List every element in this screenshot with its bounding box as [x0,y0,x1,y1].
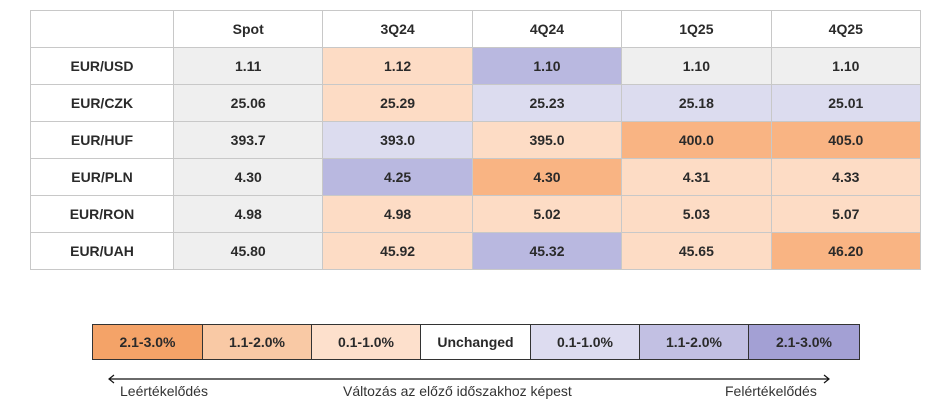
value-cell: 4.30 [471,158,623,196]
value-cell: 4.98 [322,195,473,233]
header-cell-4q25: 4Q25 [770,10,922,48]
value-cell: 45.92 [322,232,473,270]
table-row: EUR/CZK 25.06 25.29 25.23 25.18 25.01 [30,84,922,122]
row-label: EUR/USD [30,47,174,85]
row-label: EUR/UAH [30,232,174,270]
change-caption: Változás az előző időszakhoz képest [343,383,572,399]
row-label: EUR/PLN [30,158,174,196]
legend-item: 0.1-1.0% [312,325,421,359]
table-header-row: Spot 3Q24 4Q24 1Q25 4Q25 [30,10,922,48]
legend-item: 1.1-2.0% [640,325,749,359]
value-cell: 45.65 [621,232,772,270]
value-cell: 4.25 [322,158,473,196]
value-cell: 45.32 [471,232,623,270]
value-cell: 1.11 [172,47,324,85]
value-cell: 25.06 [172,84,324,122]
value-cell: 4.98 [172,195,324,233]
value-cell: 1.10 [621,47,772,85]
row-label: EUR/HUF [30,121,174,159]
value-cell: 46.20 [770,232,922,270]
value-cell: 1.10 [471,47,623,85]
table-row: EUR/PLN 4.30 4.25 4.30 4.31 4.33 [30,158,922,196]
header-cell-1q25: 1Q25 [621,10,772,48]
value-cell: 395.0 [471,121,623,159]
table-row: EUR/USD 1.11 1.12 1.10 1.10 1.10 [30,47,922,85]
value-cell: 25.29 [322,84,473,122]
value-cell: 4.30 [172,158,324,196]
value-cell: 405.0 [770,121,922,159]
fx-forecast-table: Spot 3Q24 4Q24 1Q25 4Q25 EUR/USD 1.11 1.… [30,10,922,270]
legend-item: 2.1-3.0% [749,325,859,359]
value-cell: 5.02 [471,195,623,233]
value-cell: 25.23 [471,84,623,122]
value-cell: 4.31 [621,158,772,196]
legend-item: Unchanged [421,325,531,359]
double-arrow-icon [108,374,830,384]
header-cell-empty [30,10,174,48]
value-cell: 393.0 [322,121,473,159]
header-cell-3q24: 3Q24 [322,10,473,48]
value-cell: 1.10 [770,47,922,85]
legend-item: 1.1-2.0% [203,325,312,359]
value-cell: 5.03 [621,195,772,233]
value-cell: 25.18 [621,84,772,122]
table-row: EUR/RON 4.98 4.98 5.02 5.03 5.07 [30,195,922,233]
row-label: EUR/RON [30,195,174,233]
value-cell: 1.12 [322,47,473,85]
color-legend: 2.1-3.0% 1.1-2.0% 0.1-1.0% Unchanged 0.1… [92,324,860,360]
header-cell-spot: Spot [172,10,324,48]
row-label: EUR/CZK [30,84,174,122]
appreciation-caption: Felértékelődés [725,383,817,399]
legend-item: 0.1-1.0% [531,325,640,359]
value-cell: 4.33 [770,158,922,196]
table-row: EUR/HUF 393.7 393.0 395.0 400.0 405.0 [30,121,922,159]
value-cell: 400.0 [621,121,772,159]
table-row: EUR/UAH 45.80 45.92 45.32 45.65 46.20 [30,232,922,270]
value-cell: 5.07 [770,195,922,233]
legend-item: 2.1-3.0% [93,325,203,359]
header-cell-4q24: 4Q24 [471,10,623,48]
depreciation-caption: Leértékelődés [120,383,208,399]
value-cell: 25.01 [770,84,922,122]
value-cell: 393.7 [172,121,324,159]
value-cell: 45.80 [172,232,324,270]
